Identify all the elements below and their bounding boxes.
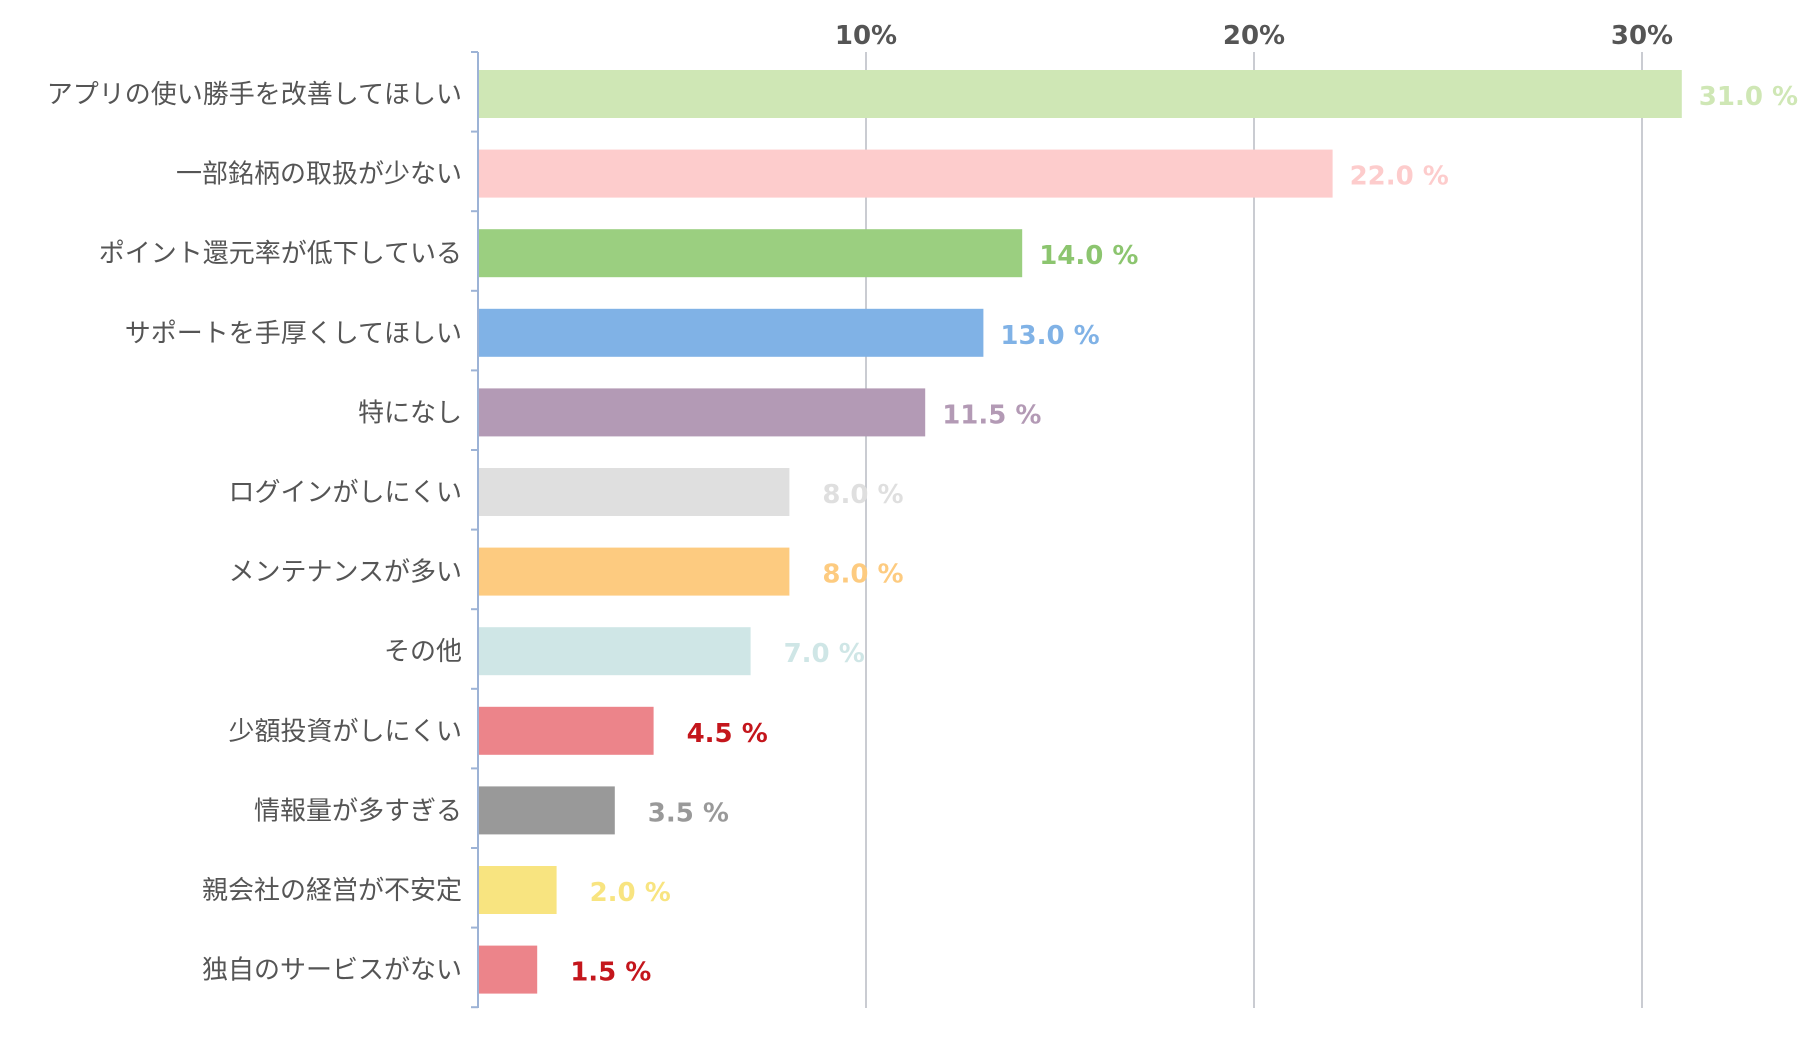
value-label: 22.0 % (1350, 162, 1449, 192)
x-tick-label: 10% (835, 21, 897, 51)
value-label: 14.0 % (1039, 241, 1138, 271)
bar (479, 388, 926, 437)
value-label: 4.5 % (687, 719, 768, 749)
value-label: 7.0 % (784, 639, 865, 669)
bar (479, 149, 1333, 198)
category-label: サポートを手厚くしてほしい (125, 319, 462, 349)
value-label: 3.5 % (648, 798, 729, 828)
x-tick-label: 20% (1223, 21, 1285, 51)
category-label: ログインがしにくい (229, 478, 462, 508)
category-label: 独自のサービスがない (202, 956, 462, 986)
value-label: 11.5 % (942, 400, 1041, 430)
category-label: アプリの使い勝手を改善してほしい (47, 80, 462, 110)
category-label: その他 (384, 637, 462, 667)
category-label: 情報量が多すぎる (254, 796, 462, 826)
value-label: 13.0 % (1000, 321, 1099, 351)
bar (479, 627, 751, 676)
category-label: 特になし (358, 398, 462, 428)
bar (479, 706, 654, 755)
value-label: 8.0 % (822, 480, 903, 510)
bar (479, 468, 790, 516)
bar (479, 945, 538, 994)
value-label: 31.0 % (1699, 82, 1798, 112)
bar (479, 229, 1023, 278)
value-label: 8.0 % (822, 560, 903, 590)
bar (479, 866, 557, 914)
value-label: 2.0 % (590, 878, 671, 908)
category-label: 一部銘柄の取扱が少ない (176, 160, 462, 190)
bar (479, 70, 1682, 118)
category-label: メンテナンスが多い (229, 558, 462, 588)
value-label: 1.5 % (570, 958, 651, 988)
category-label: 親会社の経営が不安定 (202, 876, 462, 906)
bar (479, 786, 615, 835)
x-tick-label: 30% (1611, 21, 1673, 51)
bar (479, 308, 984, 357)
category-label: 少額投資がしにくい (229, 717, 462, 747)
bar (479, 547, 790, 596)
category-label: ポイント還元率が低下している (99, 239, 462, 269)
